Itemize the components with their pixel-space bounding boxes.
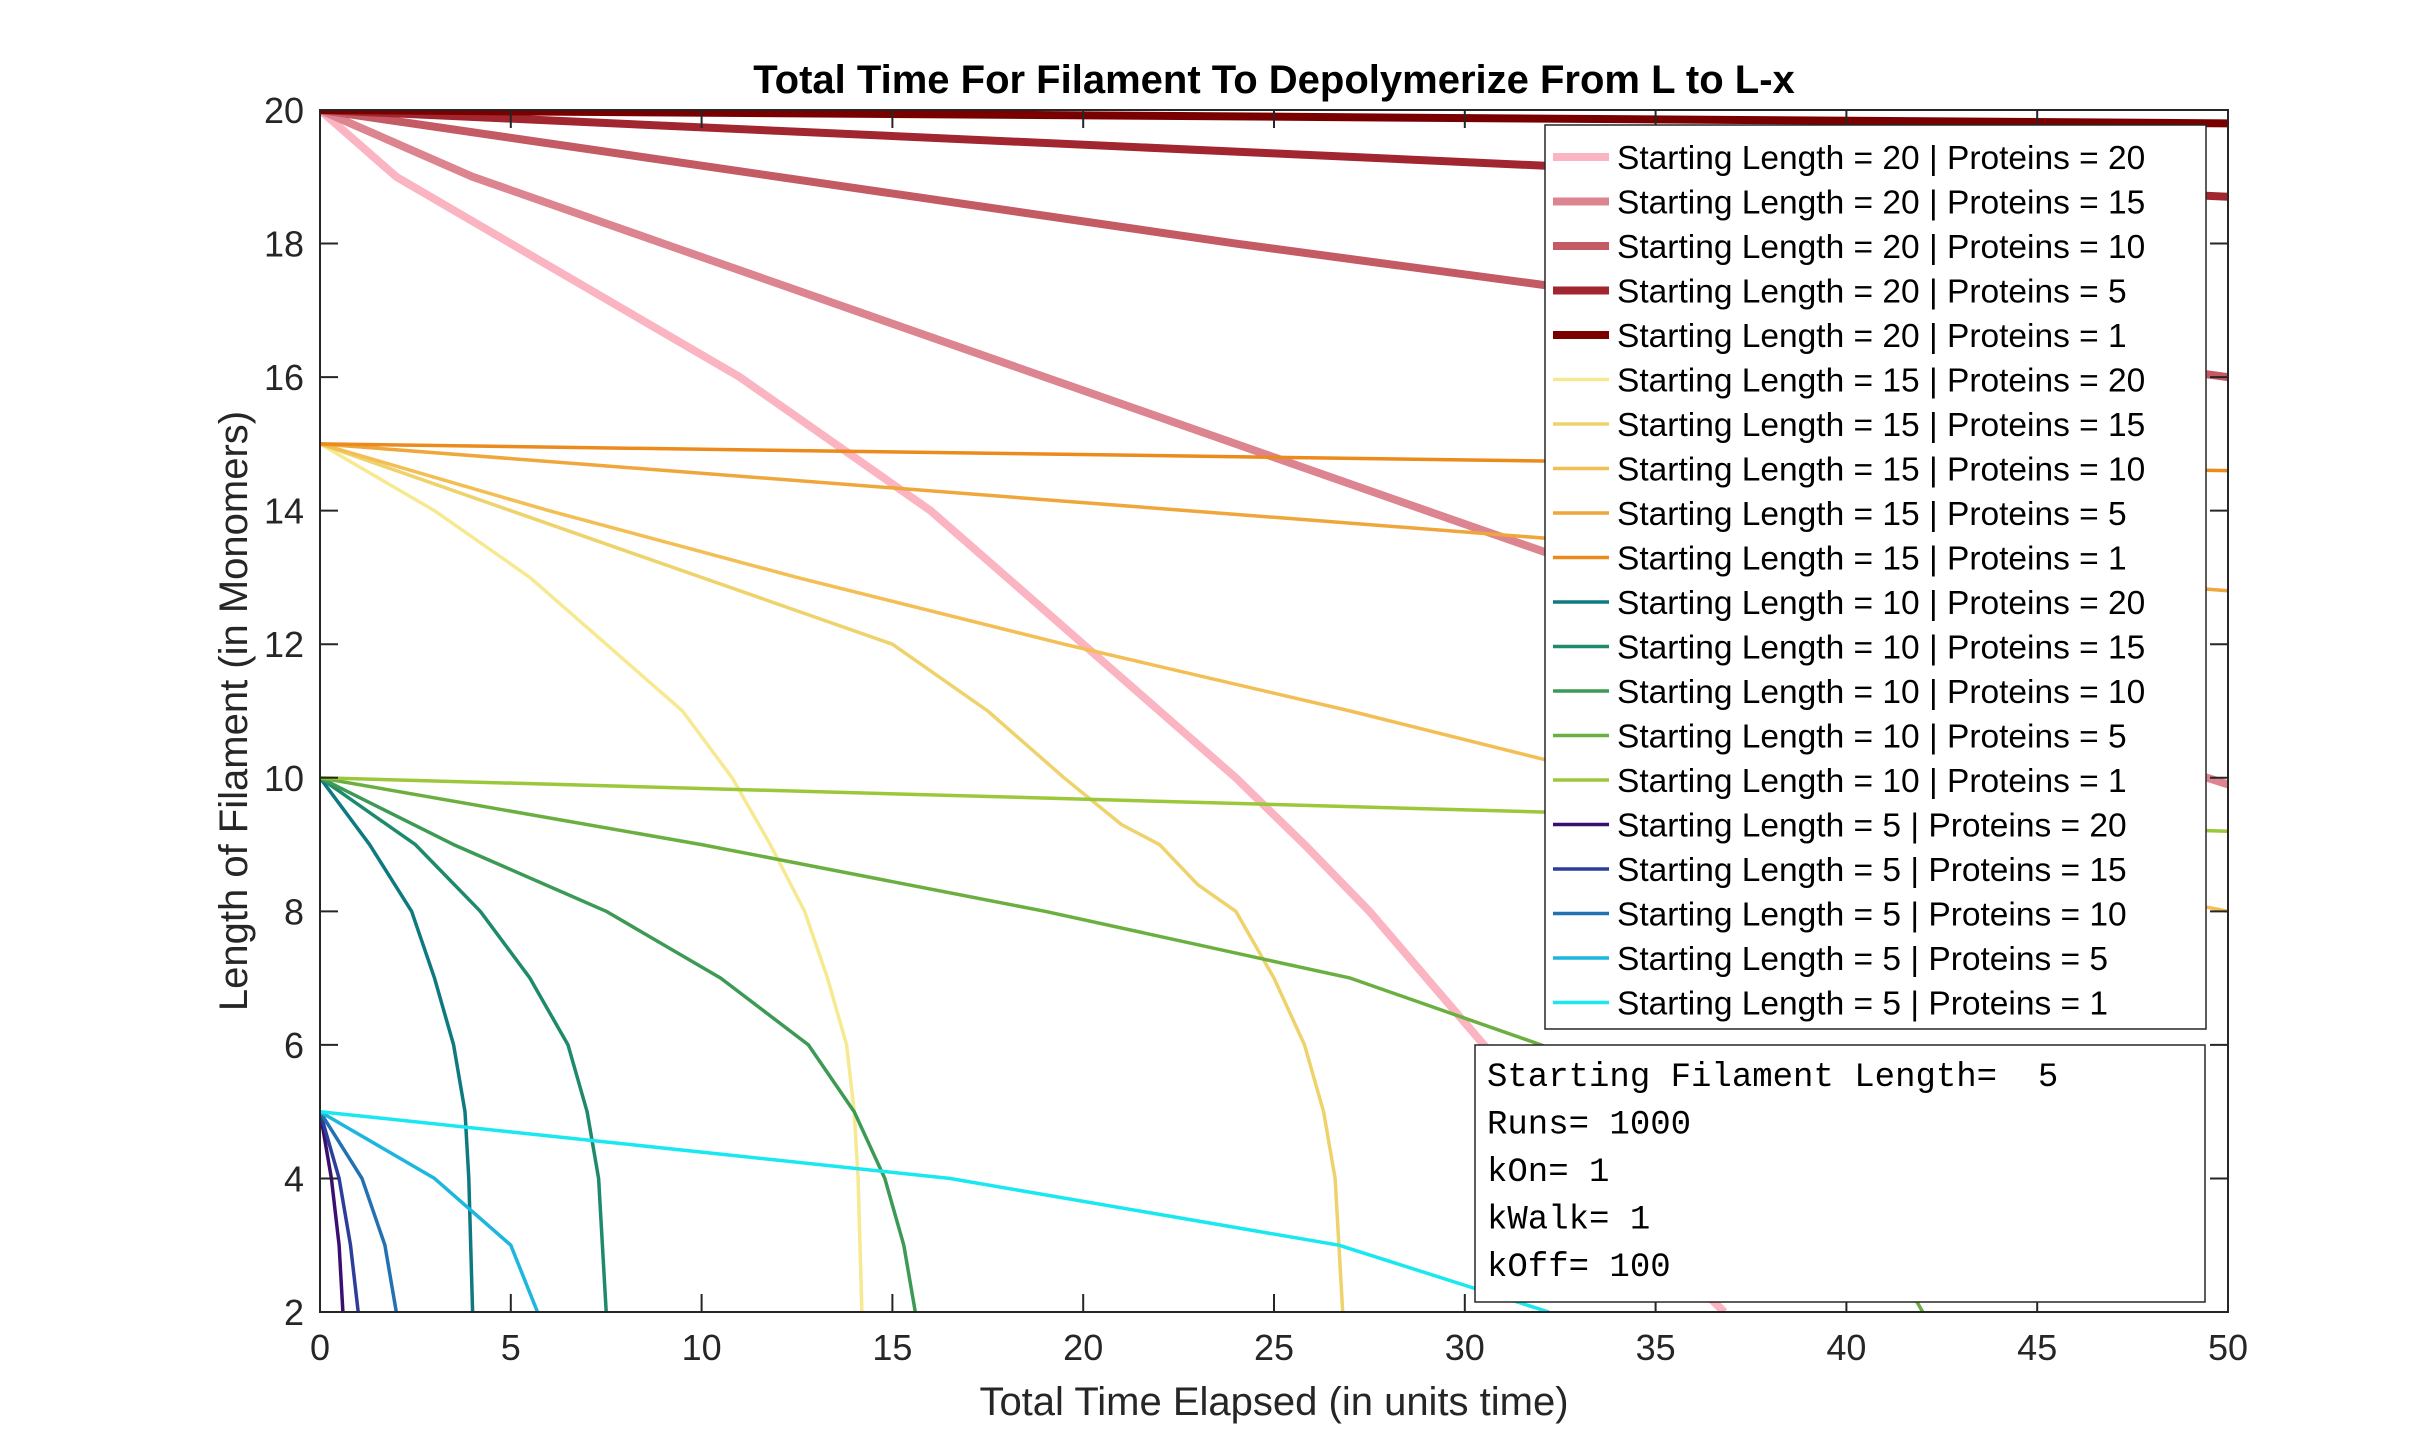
legend-item: Starting Length = 10 | Proteins = 10: [1553, 674, 2145, 711]
x-tick-label: 35: [1636, 1327, 1676, 1368]
legend-item: Starting Length = 15 | Proteins = 10: [1553, 452, 2145, 489]
series-line-11: [320, 776, 475, 1312]
legend-item: Starting Length = 10 | Proteins = 20: [1553, 585, 2145, 622]
legend-label: Starting Length = 15 | Proteins = 5: [1617, 496, 2127, 533]
legend-label: Starting Length = 5 | Proteins = 1: [1617, 986, 2108, 1023]
y-tick-label: 2: [284, 1292, 304, 1333]
legend-item: Starting Length = 5 | Proteins = 5: [1553, 941, 2108, 978]
x-tick-label: 5: [501, 1327, 521, 1368]
legend-items: Starting Length = 20 | Proteins = 20 Star…: [1553, 140, 2145, 1023]
x-tick-label: 50: [2208, 1327, 2248, 1368]
x-tick-label: 30: [1445, 1327, 1485, 1368]
x-tick-label: 25: [1254, 1327, 1294, 1368]
legend-item: Starting Length = 5 | Proteins = 10: [1553, 897, 2127, 934]
legend-label: Starting Length = 5 | Proteins = 20: [1617, 808, 2127, 845]
legend-label: Starting Length = 5 | Proteins = 15: [1617, 852, 2127, 889]
x-tick-label: 0: [310, 1327, 330, 1368]
legend-item: Starting Length = 10 | Proteins = 5: [1553, 719, 2127, 756]
y-tick-label: 12: [264, 624, 304, 665]
y-tick-label: 10: [264, 758, 304, 799]
series-line-19: [320, 1110, 540, 1312]
legend-item: Starting Length = 20 | Proteins = 5: [1553, 274, 2127, 311]
parameters-annotation: Starting Filament Length= 5 Runs= 1000 kOn…: [1474, 1044, 2206, 1303]
legend-item: Starting Length = 20 | Proteins = 10: [1553, 229, 2145, 266]
legend-item: Starting Length = 15 | Proteins = 15: [1553, 407, 2145, 444]
legend-label: Starting Length = 10 | Proteins = 15: [1617, 630, 2145, 667]
y-tick-label: 8: [284, 891, 304, 932]
plot-frame: [319, 109, 2229, 1313]
series-layer: [320, 110, 2228, 1312]
legend-label: Starting Length = 15 | Proteins = 15: [1617, 407, 2145, 444]
y-axis-label: Length of Filament (in Monomers): [212, 411, 256, 1011]
series-line-16: [320, 1111, 345, 1312]
legend-label: Starting Length = 10 | Proteins = 10: [1617, 674, 2145, 711]
y-tick-label: 14: [264, 491, 304, 532]
ticks-layer: 0 5 10 15 20 25 30 35 40 45 50 2 4 6 8 10 12 14 16 18 20: [264, 90, 2248, 1368]
annotation-box: [1474, 1044, 2206, 1303]
annotation-lines: Starting Filament Length= 5 Runs= 1000 kOn…: [1487, 1059, 2058, 1287]
series-line-20: [320, 1109, 1550, 1312]
x-tick-label: 20: [1063, 1327, 1103, 1368]
legend: Starting Length = 20 | Proteins = 20 Star…: [1544, 124, 2207, 1030]
legend-label: Starting Length = 20 | Proteins = 20: [1617, 140, 2145, 177]
legend-label: Starting Length = 20 | Proteins = 1: [1617, 318, 2127, 355]
legend-label: Starting Length = 5 | Proteins = 5: [1617, 941, 2108, 978]
annotation-line: Starting Filament Length= 5: [1487, 1059, 2058, 1097]
legend-item: Starting Length = 10 | Proteins = 1: [1553, 763, 2127, 800]
legend-item: Starting Length = 20 | Proteins = 20: [1553, 140, 2145, 177]
x-tick-label: 45: [2017, 1327, 2057, 1368]
legend-label: Starting Length = 20 | Proteins = 15: [1617, 185, 2145, 222]
annotation-line: Runs= 1000: [1487, 1107, 1691, 1145]
legend-item: Starting Length = 15 | Proteins = 20: [1553, 363, 2145, 400]
legend-label: Starting Length = 10 | Proteins = 5: [1617, 719, 2127, 756]
legend-item: Starting Length = 15 | Proteins = 5: [1553, 496, 2127, 533]
annotation-line: kWalk= 1: [1487, 1202, 1650, 1240]
y-tick-label: 18: [264, 224, 304, 265]
x-tick-label: 10: [682, 1327, 722, 1368]
series-line-7: [320, 442, 1345, 1312]
legend-label: Starting Length = 20 | Proteins = 10: [1617, 229, 2145, 266]
legend-label: Starting Length = 10 | Proteins = 1: [1617, 763, 2127, 800]
chart-title: Total Time For Filament To Depolymerize …: [753, 58, 1795, 102]
series-line-12: [320, 776, 608, 1312]
x-tick-label: 40: [1826, 1327, 1866, 1368]
y-tick-label: 6: [284, 1025, 304, 1066]
legend-label: Starting Length = 10 | Proteins = 20: [1617, 585, 2145, 622]
legend-item: Starting Length = 5 | Proteins = 15: [1553, 852, 2127, 889]
y-tick-label: 4: [284, 1158, 304, 1199]
series-line-17: [320, 1111, 360, 1312]
legend-item: Starting Length = 5 | Proteins = 1: [1553, 986, 2108, 1023]
y-tick-label: 20: [264, 90, 304, 131]
x-axis-label: Total Time Elapsed (in units time): [979, 1380, 1568, 1424]
legend-label: Starting Length = 5 | Proteins = 10: [1617, 897, 2127, 934]
annotation-line: kOff= 100: [1487, 1249, 1671, 1287]
annotation-line: kOn= 1: [1487, 1154, 1609, 1192]
series-line-18: [320, 1110, 399, 1312]
legend-item: Starting Length = 20 | Proteins = 1: [1553, 318, 2127, 355]
legend-label: Starting Length = 20 | Proteins = 5: [1617, 274, 2127, 311]
legend-label: Starting Length = 15 | Proteins = 10: [1617, 452, 2145, 489]
legend-box: [1544, 124, 2207, 1030]
series-line-13: [320, 776, 918, 1312]
legend-label: Starting Length = 15 | Proteins = 1: [1617, 541, 2127, 578]
x-tick-label: 15: [872, 1327, 912, 1368]
legend-item: Starting Length = 5 | Proteins = 20: [1553, 808, 2127, 845]
legend-label: Starting Length = 15 | Proteins = 20: [1617, 363, 2145, 400]
y-tick-label: 16: [264, 357, 304, 398]
legend-item: Starting Length = 10 | Proteins = 15: [1553, 630, 2145, 667]
legend-item: Starting Length = 15 | Proteins = 1: [1553, 541, 2127, 578]
legend-item: Starting Length = 20 | Proteins = 15: [1553, 185, 2145, 222]
